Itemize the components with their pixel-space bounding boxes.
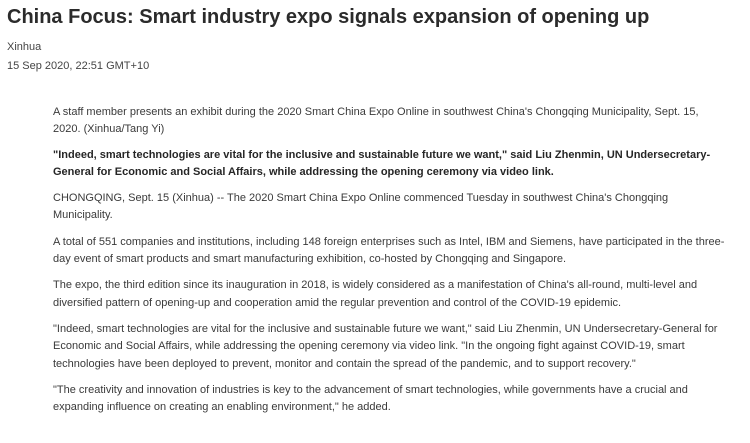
article-source: Xinhua — [7, 41, 42, 53]
article-paragraph: The expo, the third edition since its in… — [53, 279, 698, 309]
article-paragraph: "The creativity and innovation of indust… — [53, 383, 688, 414]
article-paragraph: "Indeed, smart technologies are vital fo… — [53, 322, 718, 370]
article-headline: China Focus: Smart industry expo signals… — [7, 6, 650, 28]
article-date: 15 Sep 2020, 22:51 GMT+10 — [7, 60, 150, 72]
article-body: A staff member presents an exhibit durin… — [53, 104, 725, 425]
photo-caption: A staff member presents an exhibit durin… — [53, 106, 699, 136]
article-paragraph: A total of 551 companies and institution… — [53, 235, 725, 266]
article-paragraph: CHONGQING, Sept. 15 (Xinhua) -- The 2020… — [53, 192, 669, 222]
pull-quote: "Indeed, smart technologies are vital fo… — [53, 148, 711, 178]
